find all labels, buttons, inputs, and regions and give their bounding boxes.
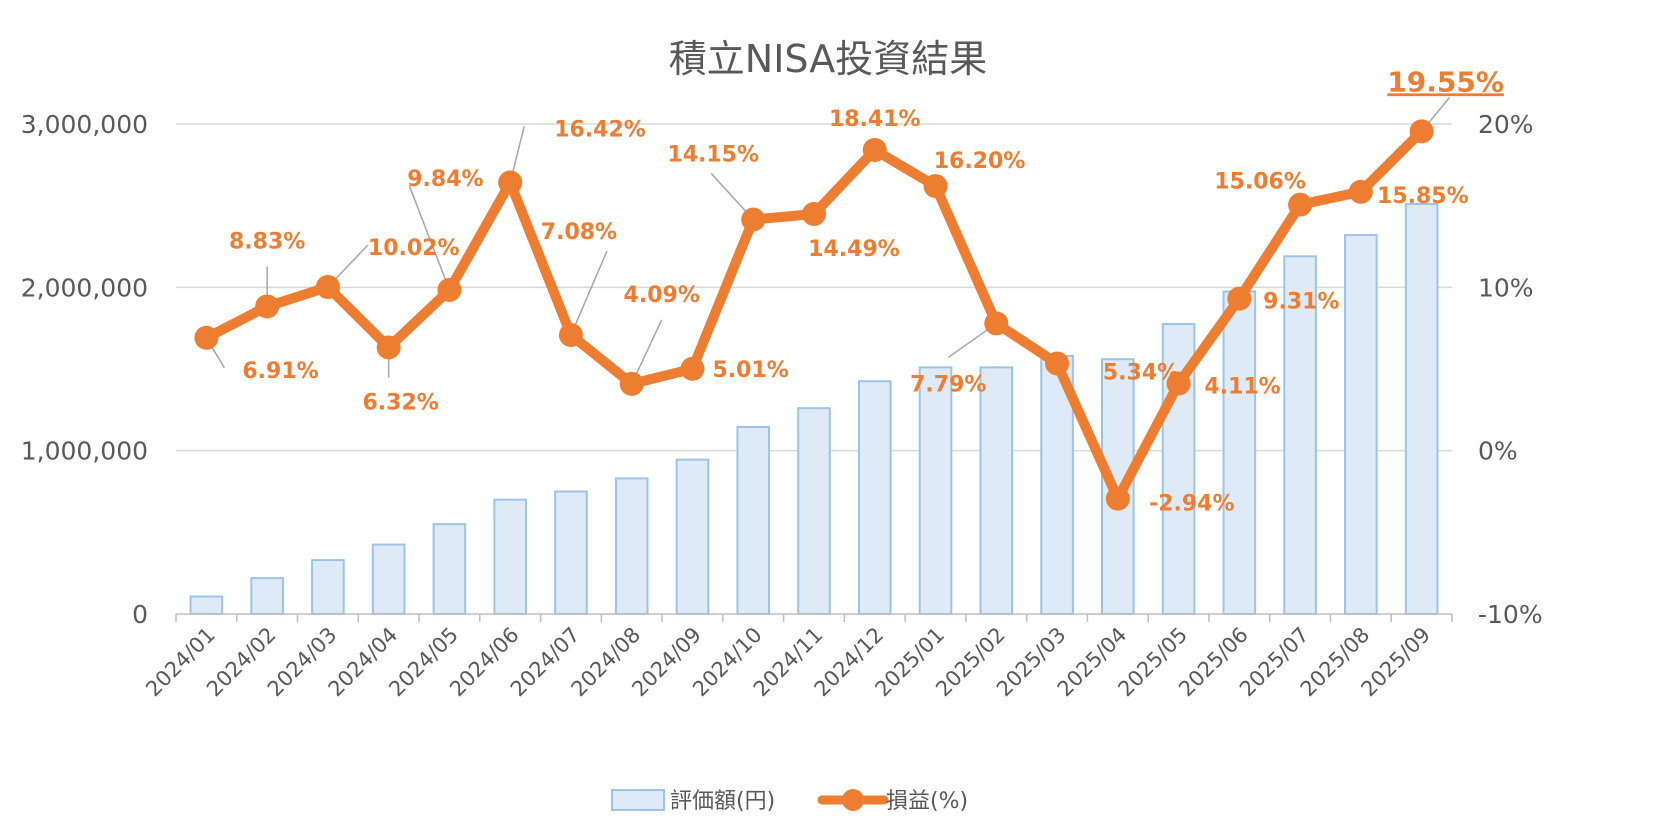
- y-right-tick-label: 10%: [1478, 273, 1534, 302]
- data-label: 18.41%: [829, 107, 921, 132]
- data-label: -2.94%: [1149, 492, 1234, 517]
- bar: [432, 523, 467, 616]
- line-point: [1166, 371, 1191, 396]
- data-label: 9.84%: [407, 167, 483, 192]
- line-point: [498, 170, 523, 195]
- line-series: [194, 119, 1434, 511]
- bar-series: [189, 203, 1439, 616]
- bar: [371, 543, 406, 615]
- line-point: [376, 335, 401, 360]
- bar: [189, 595, 224, 615]
- data-label: 7.08%: [541, 220, 617, 245]
- line-point: [1045, 351, 1070, 376]
- line-point: [194, 325, 219, 350]
- data-label: 14.15%: [667, 143, 759, 168]
- data-label: 4.11%: [1204, 375, 1280, 400]
- bar: [554, 490, 588, 615]
- legend-line-marker: [842, 789, 864, 811]
- legend-bar-swatch: [611, 789, 665, 811]
- bar: [250, 577, 284, 615]
- y-left-tick-label: 0: [132, 600, 148, 629]
- line-point: [923, 174, 948, 199]
- data-label: 15.06%: [1214, 170, 1306, 195]
- line-point: [802, 201, 826, 226]
- bar: [493, 498, 527, 615]
- line-point: [1409, 119, 1434, 144]
- bar: [1404, 203, 1439, 616]
- y-left-tick-label: 1,000,000: [21, 437, 148, 466]
- line-point: [741, 207, 766, 232]
- data-label: 15.85%: [1377, 184, 1469, 209]
- data-label: 7.79%: [910, 372, 986, 397]
- bar: [857, 380, 892, 615]
- y-right-tick-label: -10%: [1478, 600, 1543, 629]
- data-label: 16.20%: [934, 149, 1026, 174]
- legend-label-line: 損益(%): [886, 789, 968, 814]
- line-point: [437, 277, 462, 302]
- line-point: [619, 371, 644, 396]
- data-label: 14.49%: [808, 237, 900, 262]
- data-label: 8.83%: [229, 229, 305, 254]
- data-label: 6.32%: [363, 390, 439, 415]
- bar: [918, 366, 953, 615]
- bar: [736, 425, 771, 615]
- bar: [311, 559, 345, 615]
- label-leader-line: [570, 250, 608, 336]
- bar: [797, 407, 831, 616]
- y-right-tick-label: 20%: [1478, 110, 1534, 139]
- data-label: 6.91%: [242, 359, 318, 384]
- data-label: 5.34%: [1103, 360, 1179, 385]
- bar: [1344, 234, 1378, 615]
- line-point: [1227, 286, 1252, 311]
- line-point: [862, 137, 887, 162]
- line-point: [680, 356, 705, 381]
- data-label: 4.09%: [624, 283, 700, 308]
- line-point: [1348, 179, 1373, 204]
- data-label: 9.31%: [1263, 290, 1339, 315]
- label-leader-line: [408, 185, 451, 291]
- line-point: [1105, 486, 1130, 511]
- y-left-tick-label: 2,000,000: [21, 273, 148, 302]
- bar: [1283, 255, 1317, 615]
- chart-title: 積立NISA投資結果: [669, 37, 987, 81]
- y-right-tick-label: 0%: [1478, 437, 1518, 466]
- line-point: [255, 294, 280, 319]
- data-label: 5.01%: [712, 358, 788, 383]
- data-label: 16.42%: [554, 117, 646, 142]
- line-point: [315, 275, 340, 300]
- legend: 評価額(円) 損益(%): [611, 789, 968, 814]
- line-point: [558, 323, 583, 348]
- data-labels: 6.91% 8.83% 10.02% 6.32% 9.84% 16.42% 7.08% 4.0…: [229, 65, 1504, 516]
- data-label: 10.02%: [368, 236, 460, 261]
- y-left-tick-label: 3,000,000: [21, 110, 148, 139]
- legend-label-bar: 評価額(円): [670, 789, 775, 814]
- bar: [1222, 290, 1257, 615]
- bar: [979, 366, 1014, 615]
- bar: [614, 477, 649, 615]
- data-label: 19.55%: [1387, 65, 1504, 98]
- line-point: [1288, 192, 1313, 217]
- bar: [675, 458, 710, 615]
- line-point: [984, 311, 1009, 336]
